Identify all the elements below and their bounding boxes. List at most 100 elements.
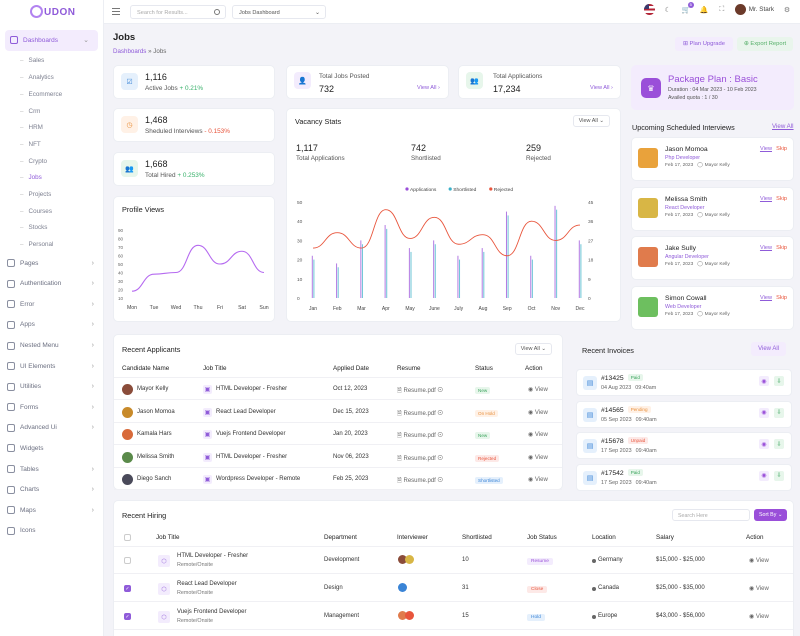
sidebar-subitem-courses[interactable]: – Courses <box>0 203 103 220</box>
download-icon[interactable]: ⇩ <box>774 407 784 418</box>
language-flag-icon[interactable] <box>643 4 655 15</box>
sidebar-item-authentication[interactable]: Authentication › <box>0 273 103 294</box>
sidebar-subitem-ecommerce[interactable]: – Ecommerce <box>0 86 103 103</box>
invoice-row[interactable]: ▤ #15678 Unpaid 17 Sep 2023 09:40am ◉ ⇩ <box>576 432 792 459</box>
sidebar-item-utilities[interactable]: Utilities › <box>0 376 103 397</box>
resume-file[interactable]: 🗎 Resume.pdf ⊙ <box>397 386 443 396</box>
view-button[interactable]: ◉ View <box>528 454 548 461</box>
sidebar-item-advanced-ui[interactable]: Advanced Ui › <box>0 418 103 439</box>
view-link[interactable]: View <box>759 146 772 152</box>
skip-link[interactable]: Skip <box>776 294 787 301</box>
plan-upgrade-button[interactable]: ⊞ Plan Upgrade <box>675 37 733 51</box>
logo[interactable]: UDON <box>0 0 103 24</box>
eye-icon[interactable]: ◉ <box>759 439 769 449</box>
skip-link[interactable]: Skip <box>776 245 787 251</box>
skip-link[interactable]: Skip <box>776 195 787 202</box>
sidebar-item-apps[interactable]: Apps › <box>0 315 103 336</box>
row-checkbox[interactable]: ✓ <box>124 613 131 620</box>
download-icon[interactable]: ⇩ <box>774 470 784 481</box>
resume-file[interactable]: 🗎 Resume.pdf ⊙ <box>397 409 443 419</box>
bell-icon[interactable]: 🔔 <box>699 6 709 14</box>
salary: $15,000 - $25,000 <box>656 557 705 563</box>
download-icon[interactable]: ⊙ <box>435 478 443 484</box>
view-link[interactable]: View <box>759 294 772 301</box>
vacancy-view-all-button[interactable]: View All ⌄ <box>572 115 610 127</box>
search-icon[interactable] <box>214 9 220 15</box>
total-hired-trend: + 0.253% <box>177 172 205 179</box>
resume-file[interactable]: 🗎 Resume.pdf ⊙ <box>397 454 443 464</box>
breadcrumb-link[interactable]: Dashboards <box>113 48 147 55</box>
view-link[interactable]: View <box>759 195 772 202</box>
applicants-view-all-button[interactable]: View All ⌄ <box>514 343 552 355</box>
fullscreen-icon[interactable]: ⛶ <box>719 5 725 13</box>
sidebar-item-widgets[interactable]: Widgets <box>0 438 103 459</box>
view-button[interactable]: ◉ View <box>528 409 548 416</box>
row-checkbox[interactable]: ✓ <box>124 585 131 592</box>
export-report-button[interactable]: ⊕ Export Report <box>737 37 793 51</box>
cart-icon[interactable]: 🛒 5 <box>681 1 694 14</box>
user-menu[interactable]: Mr. Stark <box>734 4 774 15</box>
dashboard-select[interactable]: Jobs Dashboard ⌄ <box>232 5 326 19</box>
sidebar-item-maps[interactable]: Maps › <box>0 500 103 521</box>
box-icon <box>7 362 15 371</box>
sidebar-subitem-nft[interactable]: – NFT <box>0 136 103 153</box>
map-icon <box>7 506 15 515</box>
invoice-row[interactable]: ▤ #13425 Paid 04 Aug 2023 09:40am ◉ ⇩ <box>576 369 792 396</box>
sidebar-subitem-analytics[interactable]: – Analytics <box>0 69 103 86</box>
sidebar-item-icons[interactable]: Icons <box>0 521 103 542</box>
sort-by-button[interactable]: Sort By ⌄ <box>754 509 788 521</box>
sidebar-subitem-jobs[interactable]: – Jobs <box>0 169 103 186</box>
search-input[interactable]: Search for Results... <box>130 5 226 19</box>
sidebar-item-ui-elements[interactable]: UI Elements › <box>0 356 103 377</box>
invoices-view-all-button[interactable]: View All <box>751 342 786 356</box>
moon-icon[interactable]: ☾ <box>664 6 671 14</box>
view-button[interactable]: ◉ View <box>528 476 548 483</box>
sidebar-item-nested-menu[interactable]: Nested Menu › <box>0 335 103 356</box>
applications-view-all-link[interactable]: View All › <box>590 85 613 91</box>
sidebar-item-tables[interactable]: Tables › <box>0 459 103 480</box>
sidebar-item-error[interactable]: Error › <box>0 294 103 315</box>
resume-file[interactable]: 🗎 Resume.pdf ⊙ <box>397 476 443 486</box>
gear-icon[interactable]: ⚙ <box>783 6 791 14</box>
sidebar-subitem-personal[interactable]: – Personal <box>0 236 103 253</box>
sidebar-item-pages[interactable]: Pages › <box>0 253 103 274</box>
invoice-row[interactable]: ▤ #14565 Pending 05 Sep 2023 09:40am ◉ ⇩ <box>576 400 792 428</box>
select-all-checkbox[interactable] <box>124 534 131 541</box>
skip-link[interactable]: Skip <box>776 146 787 152</box>
view-button[interactable]: ◉ View <box>749 613 769 620</box>
sidebar-subitem-crm[interactable]: – Crm <box>0 103 103 120</box>
sidebar-subitem-hrm[interactable]: – HRM <box>0 119 103 136</box>
applied-date: Dec 15, 2023 <box>333 408 369 415</box>
view-button[interactable]: ◉ View <box>528 431 548 438</box>
download-icon[interactable]: ⊙ <box>435 388 443 394</box>
resume-file[interactable]: 🗎 Resume.pdf ⊙ <box>397 431 443 441</box>
view-button[interactable]: ◉ View <box>528 386 548 393</box>
sidebar-item-charts[interactable]: Charts › <box>0 479 103 500</box>
sidebar-subitem-stocks[interactable]: – Stocks <box>0 219 103 236</box>
hiring-search-input[interactable]: Search Here <box>672 509 750 521</box>
view-button[interactable]: ◉ View <box>749 557 769 564</box>
sidebar-item-forms[interactable]: Forms › <box>0 397 103 418</box>
download-icon[interactable]: ⊙ <box>435 433 443 439</box>
eye-icon[interactable]: ◉ <box>759 376 769 386</box>
breadcrumb: Dashboards » Jobs <box>113 48 166 55</box>
upcoming-view-all-link[interactable]: View All <box>772 123 794 130</box>
sidebar-subitem-projects[interactable]: – Projects <box>0 186 103 203</box>
view-button[interactable]: ◉ View <box>749 585 769 592</box>
menu-toggle-icon[interactable] <box>112 8 120 15</box>
eye-icon[interactable]: ◉ <box>759 470 769 481</box>
invoice-row[interactable]: ▤ #17542 Paid 17 Sep 2023 09:40am ◉ ⇩ <box>576 463 792 491</box>
location: Canada <box>598 585 620 591</box>
sidebar-subitem-sales[interactable]: – Sales <box>0 53 103 70</box>
row-checkbox[interactable] <box>124 557 131 564</box>
jobs-posted-view-all-link[interactable]: View All › <box>417 85 440 91</box>
download-icon[interactable]: ⇩ <box>774 439 784 449</box>
download-icon[interactable]: ⊙ <box>435 455 443 462</box>
chevron-right-icon: › <box>91 383 94 391</box>
sidebar-subitem-crypto[interactable]: – Crypto <box>0 153 103 170</box>
eye-icon[interactable]: ◉ <box>759 407 769 418</box>
download-icon[interactable]: ⊙ <box>435 410 443 417</box>
sidebar-item-dashboards[interactable]: Dashboards ⌄ <box>5 30 98 51</box>
download-icon[interactable]: ⇩ <box>774 376 784 386</box>
view-link[interactable]: View <box>759 245 772 251</box>
